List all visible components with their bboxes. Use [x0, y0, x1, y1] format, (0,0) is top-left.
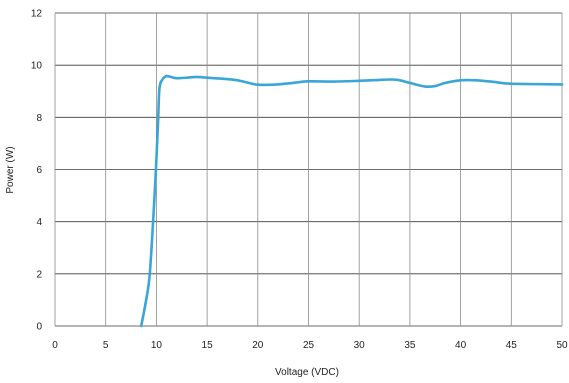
x-tick-label: 15 [202, 340, 214, 351]
x-tick-label: 0 [52, 340, 58, 351]
y-tick-labels: 0 2 4 6 8 10 12 [31, 9, 43, 333]
y-tick-label: 8 [36, 113, 42, 124]
x-tick-label: 40 [455, 340, 467, 351]
y-axis-title: Power (W) [5, 146, 16, 193]
x-tick-label: 25 [303, 340, 315, 351]
x-tick-label: 5 [103, 340, 109, 351]
x-tick-label: 35 [404, 340, 416, 351]
series-line [139, 74, 564, 328]
y-tick-label: 12 [31, 9, 43, 20]
x-tick-label: 45 [506, 340, 518, 351]
grid [54, 12, 563, 327]
x-tick-label: 10 [151, 340, 163, 351]
y-tick-label: 4 [36, 217, 42, 228]
x-axis-title: Voltage (VDC) [275, 367, 339, 378]
y-tick-label: 10 [31, 61, 43, 72]
x-tick-label: 50 [556, 340, 568, 351]
x-tick-labels: 0 5 10 15 20 25 30 35 40 45 50 [52, 340, 568, 351]
y-tick-label: 0 [36, 322, 42, 333]
y-tick-label: 2 [36, 269, 42, 280]
x-tick-label: 30 [354, 340, 366, 351]
y-tick-label: 6 [36, 165, 42, 176]
x-tick-label: 20 [252, 340, 264, 351]
